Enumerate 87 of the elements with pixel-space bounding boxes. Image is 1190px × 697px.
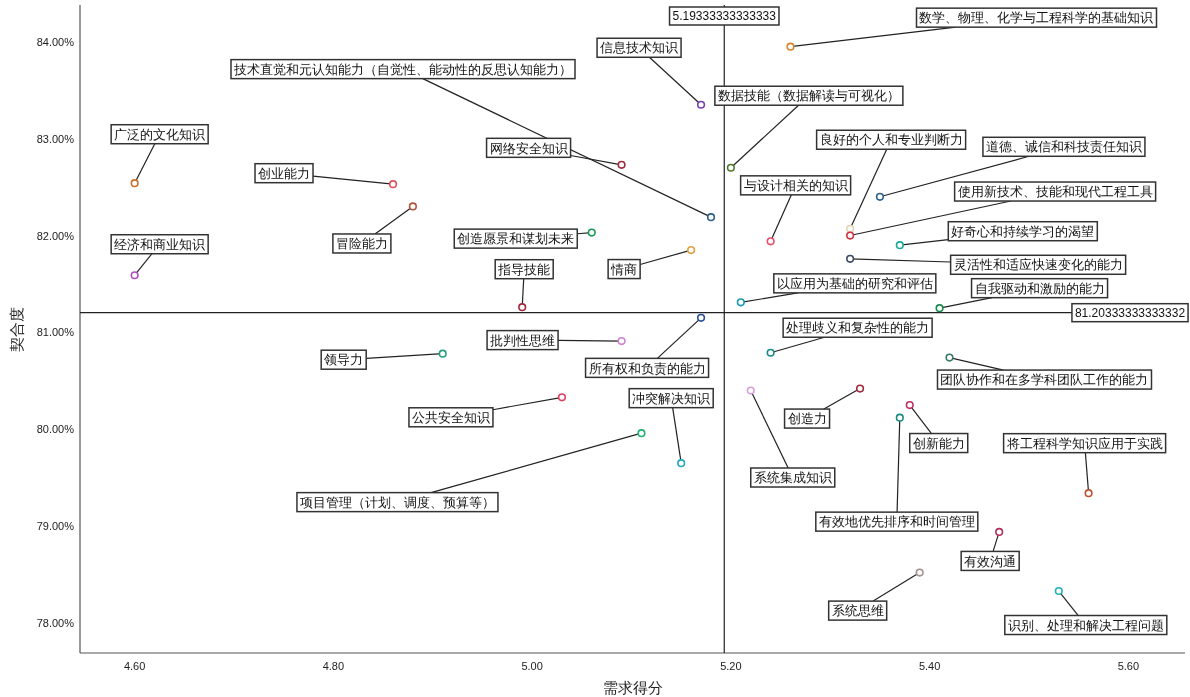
y-axis-title: 契合度	[8, 306, 25, 352]
y-tick-label: 79.00%	[36, 520, 75, 533]
point	[915, 568, 924, 577]
x-tick-label: 5.40	[918, 660, 941, 672]
annotation: 广泛的文化知识	[110, 123, 209, 145]
annotation: 领导力	[320, 349, 367, 370]
annotation: 创造力	[783, 408, 831, 429]
annotation: 冲突解决知识	[628, 387, 714, 409]
annotation: 批判性思维	[486, 329, 559, 351]
annotation: 系统集成知识	[750, 467, 836, 488]
annotation: 团队协作和在多学科团队工作的能力	[936, 369, 1153, 390]
annotation: 所有权和负责的能力	[584, 357, 710, 379]
point	[706, 213, 716, 222]
x-tick-label: 5.20	[720, 660, 742, 672]
point	[687, 245, 696, 255]
point	[617, 160, 626, 169]
annotation: 指导技能	[494, 258, 554, 280]
point	[130, 179, 139, 188]
y-tick-label: 82.00%	[36, 229, 75, 242]
point	[408, 202, 417, 211]
x-tick-label: 5.60	[1117, 660, 1140, 672]
point	[696, 100, 706, 109]
annotation: 创业能力	[254, 162, 314, 184]
annotation: 将工程科学知识应用于实践	[1002, 432, 1167, 454]
point	[766, 237, 775, 246]
annotation: 数学、物理、化学与工程科学的基础知识	[915, 7, 1158, 28]
annotation: 与设计相关的知识	[739, 175, 852, 196]
annotation: 道德、诚信和科技责任知识	[982, 136, 1146, 158]
y-tick-label: 83.00%	[36, 132, 75, 145]
annotation: 系统思维	[827, 600, 888, 621]
annotation: 经济和商业知识	[110, 234, 209, 255]
point	[786, 42, 795, 51]
point	[1054, 586, 1063, 596]
annotation: 处理歧义和复杂性的能力	[782, 317, 933, 338]
point	[846, 224, 855, 233]
annotation: 创造愿景和谋划未来	[453, 228, 578, 249]
point	[726, 163, 735, 172]
annotation: 有效沟通	[960, 550, 1020, 572]
x-tick-label: 5.00	[521, 660, 543, 672]
point	[945, 353, 954, 362]
point	[895, 241, 904, 250]
annotation: 网络安全知识	[485, 137, 572, 159]
annotation: 冒险能力	[332, 233, 392, 254]
point	[746, 386, 755, 395]
point	[677, 459, 686, 468]
annotation: 数据技能（数据解读与可视化）	[714, 85, 904, 106]
x-tick-label: 4.60	[123, 660, 146, 672]
annotation: 以应用为基础的研究和评估	[773, 273, 937, 294]
point	[905, 400, 914, 410]
annotation: 项目管理（计划、调度、预算等）	[296, 491, 499, 513]
point	[518, 303, 527, 312]
annotation: 有效地优先排序和时间管理	[815, 511, 979, 532]
annotation: 良好的个人和专业判断力	[815, 129, 967, 150]
annotation: 自我驱动和激励的能力	[970, 277, 1109, 299]
point	[855, 384, 865, 393]
y-tick-label: 81.00%	[36, 326, 75, 339]
point	[895, 413, 904, 422]
y-tick-label: 84.00%	[36, 35, 75, 48]
y-tick-label: 78.00%	[36, 616, 75, 629]
annotation: 好奇心和持续学习的渴望	[947, 220, 1099, 242]
point	[935, 304, 944, 313]
x-axis-title: 需求得分	[602, 679, 663, 696]
annotation: 公共安全知识	[408, 407, 494, 428]
point	[766, 348, 775, 357]
y-tick-label: 80.00%	[36, 423, 75, 436]
annotation: 使用新技术、技能和现代工程工具	[953, 181, 1157, 202]
annotation: 创新能力	[909, 432, 969, 454]
point	[130, 271, 139, 280]
point	[696, 313, 706, 322]
annotation: 灵活性和适应快速变化的能力	[949, 254, 1127, 276]
point	[995, 527, 1004, 537]
x-tick-label: 4.80	[322, 660, 345, 672]
annotation: 识别、处理和解决工程问题	[1004, 614, 1168, 636]
point	[438, 349, 447, 358]
point	[846, 254, 855, 263]
point	[557, 393, 567, 402]
point	[587, 228, 596, 237]
point	[1084, 489, 1093, 498]
annotation: 技术直觉和元认知能力（自觉性、能动性的反思认知能力）	[230, 58, 576, 80]
point	[875, 192, 885, 201]
point	[846, 231, 855, 240]
point	[388, 180, 398, 189]
point	[637, 429, 646, 438]
point	[736, 298, 745, 307]
annotation: 情商	[607, 258, 641, 280]
point	[617, 337, 626, 346]
annotation: 信息技术知识	[596, 37, 682, 58]
